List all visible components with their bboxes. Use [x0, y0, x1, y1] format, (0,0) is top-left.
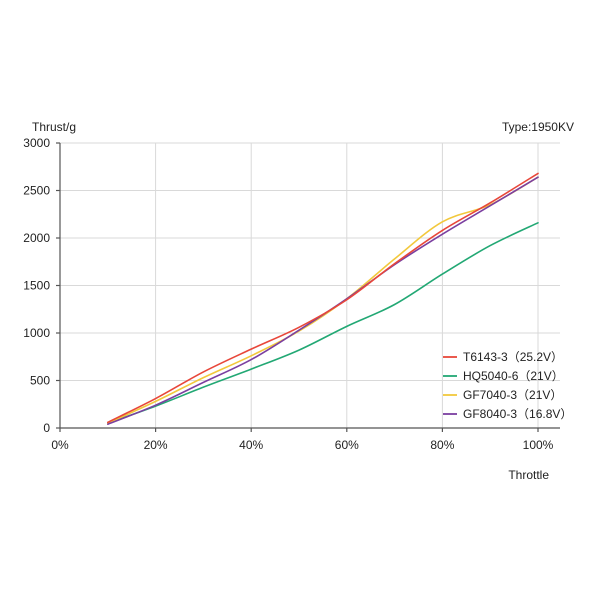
x-tick-label: 80%	[430, 438, 454, 452]
x-tick-label: 100%	[523, 438, 554, 452]
series-line-2	[107, 176, 539, 425]
series-line-0	[107, 172, 539, 424]
x-tick-label: 40%	[239, 438, 263, 452]
y-axis-label: Thrust/g	[32, 120, 76, 134]
axes: 0% 20% 40% 60% 80% 100% 0 500 1000 1500 2000 2500 30…	[23, 136, 560, 452]
y-tick-label: 0	[43, 421, 50, 435]
series-lines	[107, 172, 539, 425]
y-tick-label: 1500	[23, 279, 50, 293]
legend-entry: GF7040-3（21V）	[463, 388, 562, 402]
legend-entry: HQ5040-6（21V）	[463, 369, 564, 383]
type-annotation: Type:1950KV	[502, 120, 574, 134]
y-tick-label: 500	[30, 374, 50, 388]
x-tick-label: 0%	[51, 438, 69, 452]
x-tick-label: 60%	[335, 438, 359, 452]
series-line-1	[107, 222, 539, 425]
y-tick-label: 1000	[23, 326, 50, 340]
legend-entry: GF8040-3（16.8V）	[463, 407, 572, 421]
grid	[60, 142, 560, 428]
x-tick-label: 20%	[144, 438, 168, 452]
legend-entry: T6143-3（25.2V）	[463, 350, 563, 364]
y-tick-label: 3000	[23, 136, 50, 150]
y-tick-label: 2000	[23, 231, 50, 245]
legend: T6143-3（25.2V） HQ5040-6（21V） GF7040-3（21V）…	[443, 350, 572, 421]
x-axis-label: Throttle	[508, 468, 549, 482]
y-tick-label: 2500	[23, 184, 50, 198]
